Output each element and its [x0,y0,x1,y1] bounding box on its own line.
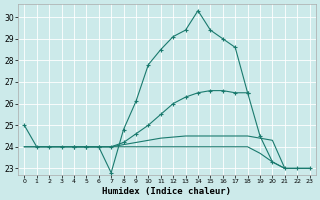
X-axis label: Humidex (Indice chaleur): Humidex (Indice chaleur) [102,187,231,196]
